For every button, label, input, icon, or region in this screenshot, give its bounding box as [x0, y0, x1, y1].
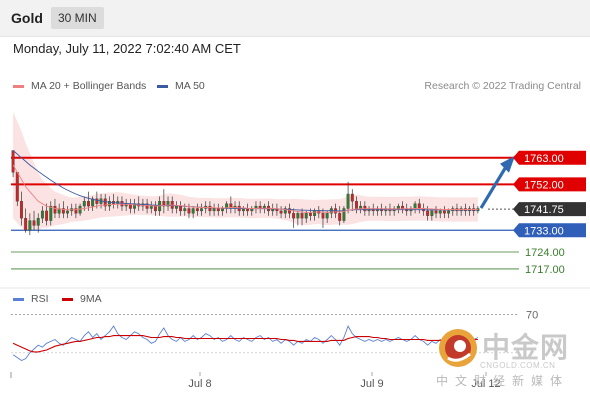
level-label-text: 1763.00 [524, 153, 564, 165]
level-label-target: 1717.00 [525, 264, 565, 276]
rsi-level-label: 70 [526, 310, 538, 322]
legend-ma20: MA 20 + Bollinger Bands [13, 80, 146, 92]
level-label-target: 1724.00 [525, 247, 565, 259]
legend-ma50: MA 50 [157, 80, 205, 92]
candle [300, 208, 304, 226]
ma20-swatch [13, 84, 24, 88]
candle [442, 206, 446, 219]
candle [11, 150, 15, 178]
moving-averages [12, 150, 478, 213]
candle [212, 203, 216, 216]
watermark: 中金网 CNGOLD.COM.CN 中文财经新媒体 [436, 326, 586, 390]
rsi9-label: 9MA [80, 293, 102, 305]
candle [20, 191, 23, 226]
candle [216, 203, 220, 216]
timeframe-button[interactable]: 30 MIN [51, 7, 104, 29]
forecast-arrow [479, 155, 515, 209]
candle [430, 208, 434, 221]
level-label-text: 1733.00 [524, 225, 564, 237]
candle [66, 206, 69, 219]
candle [187, 203, 191, 219]
rsi9-swatch [62, 297, 73, 301]
ma50-swatch [157, 84, 168, 88]
watermark-en: CNGOLD.COM.CN [480, 361, 556, 370]
ma20-label: MA 20 + Bollinger Bands [31, 80, 147, 92]
candle [283, 206, 287, 219]
candle [78, 203, 82, 216]
candle [346, 181, 350, 214]
chart-datetime: Monday, July 11, 2022 7:02:40 AM CET [13, 41, 241, 56]
watermark-cn: 中金网 [482, 332, 570, 363]
x-tick-label: Jul 8 [188, 378, 211, 390]
level-label-text: 1752.00 [524, 179, 564, 191]
candle [355, 196, 358, 214]
research-credit: Research © 2022 Trading Central [424, 80, 581, 92]
candle [107, 196, 111, 211]
candle [57, 203, 61, 219]
candle [342, 206, 346, 223]
level-label-resistance: 1752.00 [513, 177, 586, 192]
candle [279, 206, 283, 219]
level-label-text: 1741.75 [524, 204, 564, 216]
rsi-pane: 70 [11, 310, 538, 362]
bollinger-band-fill [13, 111, 478, 231]
x-axis: Jul 8 Jul 9 Jul 12 [10, 372, 501, 390]
candle [45, 203, 49, 226]
candle [288, 203, 291, 219]
candle [191, 206, 195, 219]
level-label-current: 1741.75 [513, 202, 586, 217]
candle [103, 194, 107, 211]
candle [166, 196, 170, 211]
candle [15, 172, 19, 207]
candle [74, 203, 78, 219]
watermark-logo-icon [439, 329, 477, 367]
level-lines [11, 156, 519, 270]
rsi-label: RSI [31, 293, 49, 305]
level-labels: 1763.00 1752.00 1741.75 1733.00 1724.00 1717.… [513, 150, 586, 276]
x-tick-label: Jul 12 [471, 378, 500, 390]
candle [40, 206, 44, 223]
bollinger-band [13, 111, 478, 231]
candle [304, 210, 308, 223]
candle [24, 208, 28, 233]
candle [292, 208, 296, 228]
candle [36, 213, 40, 233]
watermark-sub: 中文财经新媒体 [436, 374, 570, 388]
candle [195, 203, 199, 216]
candle [49, 201, 53, 226]
candle [162, 189, 166, 214]
legend-rsi9: 9MA [62, 293, 102, 305]
candle [200, 203, 203, 216]
candles [11, 150, 480, 236]
candle [325, 210, 329, 223]
candle [296, 210, 300, 226]
candle [32, 210, 36, 231]
level-label-support: 1733.00 [513, 223, 586, 238]
candle [208, 201, 212, 216]
level-label-text: 1717.00 [525, 264, 565, 276]
rsi-series-rsi [12, 325, 479, 362]
candle [434, 206, 438, 219]
ma20-line [12, 164, 478, 213]
candle [396, 203, 400, 214]
symbol-title: Gold [11, 10, 43, 26]
candle [28, 213, 32, 236]
candle [350, 189, 354, 211]
legend-rsi: RSI [13, 293, 49, 305]
ma50-label: MA 50 [175, 80, 205, 92]
rsi-series-9ma [12, 335, 478, 353]
top-bar: Gold 30 MIN [0, 0, 590, 37]
x-tick-label: Jul 9 [360, 378, 383, 390]
candle [338, 206, 342, 226]
level-label-resistance: 1763.00 [513, 150, 586, 165]
forecast-arrow-shaft [479, 165, 508, 209]
level-label-text: 1724.00 [525, 247, 565, 259]
forecast-arrow-head [500, 155, 515, 173]
rsi-swatch [13, 297, 24, 301]
